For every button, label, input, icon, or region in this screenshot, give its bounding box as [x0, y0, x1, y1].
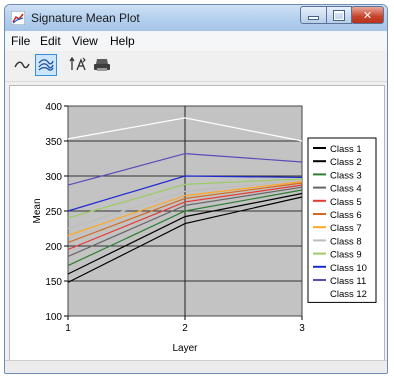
toolbar	[5, 51, 387, 82]
legend-label: Class 2	[330, 157, 362, 168]
line-plot-icon	[14, 61, 30, 69]
series-line	[67, 182, 303, 244]
legend-label: Class 8	[330, 236, 362, 247]
legend-label: Class 3	[330, 170, 362, 181]
window-title: Signature Mean Plot	[31, 11, 140, 25]
legend-label: Class 11	[330, 276, 366, 287]
y-tick-label: 200	[45, 242, 62, 253]
series-line	[67, 192, 303, 275]
menu-bar: File Edit View Help	[5, 31, 387, 51]
legend-label: Class 4	[330, 184, 362, 195]
legend-label: Class 7	[330, 223, 362, 234]
series-line	[67, 196, 303, 283]
x-tick-label: 3	[299, 323, 305, 334]
x-tick-label: 1	[65, 323, 71, 334]
y-tick-label: 100	[45, 312, 62, 323]
minimize-button[interactable]	[300, 6, 327, 24]
status-bar	[5, 360, 387, 373]
series-line	[67, 152, 303, 186]
signature-mean-plot-window: Signature Mean Plot ✕ File Edit View Hel…	[4, 4, 388, 374]
series-line	[67, 179, 303, 230]
y-tick-label: 150	[45, 277, 62, 288]
x-tick-label: 2	[182, 323, 188, 334]
app-icon	[11, 11, 25, 25]
switch-axes-button[interactable]	[67, 54, 89, 76]
title-bar[interactable]: Signature Mean Plot ✕	[5, 5, 387, 31]
legend-label: Class 12	[330, 289, 367, 300]
multi-line-plot-button[interactable]	[35, 54, 57, 76]
signature-mean-chart: 100 150 200 250 300 350 400 1 2 3 Layer Mean Clas…	[32, 102, 377, 354]
multi-line-plot-icon	[38, 59, 54, 71]
line-plot-button[interactable]	[11, 54, 33, 76]
legend-label: Class 10	[330, 263, 367, 274]
y-tick-label: 400	[45, 102, 62, 113]
legend-label: Class 9	[330, 250, 362, 261]
series-line	[67, 175, 303, 212]
maximize-button[interactable]	[326, 6, 352, 24]
series-line	[67, 189, 303, 267]
series-line	[67, 186, 303, 258]
legend-label: Class 6	[330, 210, 362, 221]
minimize-icon	[308, 16, 319, 20]
menu-file[interactable]: File	[11, 34, 31, 48]
close-icon: ✕	[362, 8, 373, 22]
y-axis-label: Mean	[32, 198, 43, 223]
menu-help[interactable]: Help	[110, 34, 135, 48]
menu-view[interactable]: View	[72, 34, 98, 48]
legend-label: Class 5	[330, 197, 362, 208]
x-axis-label: Layer	[172, 343, 198, 354]
y-tick-label: 250	[45, 207, 62, 218]
close-button[interactable]: ✕	[351, 6, 384, 24]
legend-box	[307, 137, 377, 303]
maximize-icon	[333, 9, 345, 21]
swap-arrows-icon	[69, 57, 86, 71]
series-line	[67, 181, 303, 237]
legend-label: Class 1	[330, 144, 362, 155]
menu-edit[interactable]: Edit	[40, 34, 61, 48]
print-icon	[94, 59, 110, 71]
y-tick-label: 350	[45, 137, 62, 148]
print-button[interactable]	[91, 54, 113, 76]
series-line	[67, 178, 303, 219]
series-line	[67, 117, 303, 142]
y-tick-label: 300	[45, 172, 62, 183]
plot-panel: 100 150 200 250 300 350 400 1 2 3 Layer Mean Clas…	[9, 85, 385, 363]
series-line	[67, 184, 303, 251]
